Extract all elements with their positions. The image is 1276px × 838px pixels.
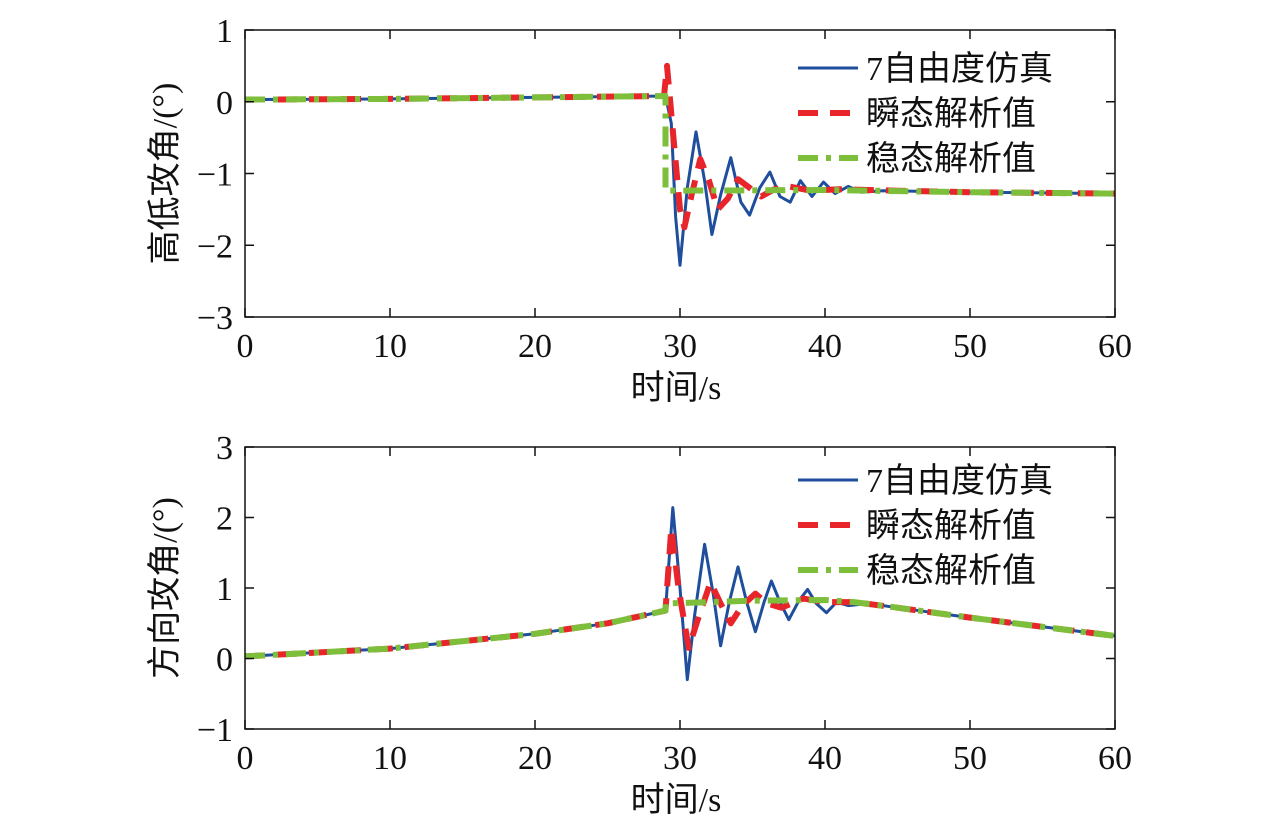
- series-line-3: [245, 597, 1115, 660]
- legend-label: 稳态解析值: [866, 552, 1036, 590]
- legend-label: 瞬态解析值: [866, 507, 1036, 545]
- y-tick-label: 0: [216, 85, 233, 122]
- y-axis-label: 方向攻角/(°): [146, 497, 184, 679]
- x-tick-label: 0: [237, 328, 254, 365]
- x-axis-label: 时间/s: [631, 370, 722, 407]
- y-tick-label: −1: [197, 157, 233, 194]
- legend-label: 7自由度仿真: [866, 462, 1053, 500]
- x-tick-label: 10: [373, 328, 407, 365]
- x-tick-label: 20: [518, 328, 552, 365]
- series-line-1: [245, 506, 1115, 682]
- legend-label: 瞬态解析值: [866, 95, 1036, 133]
- x-axis-label: 时间/s: [631, 782, 722, 819]
- x-tick-label: 50: [953, 740, 987, 777]
- chart-panel-2: 0 10 20 30 40 50 603210−1时间/s方向攻角/(°)7自由度仿真瞬态解…: [146, 430, 1132, 819]
- x-tick-label: 50: [953, 328, 987, 365]
- y-tick-label: −1: [197, 712, 233, 749]
- y-axis-label: 高低攻角/(°): [146, 83, 184, 265]
- series-line-3: [245, 93, 1115, 197]
- x-tick-label: 30: [663, 328, 697, 365]
- x-tick-label: 30: [663, 740, 697, 777]
- series-group: [245, 506, 1115, 682]
- x-tick-label: 60: [1098, 328, 1132, 365]
- y-tick-label: 3: [216, 430, 233, 467]
- x-tick-label: 20: [518, 740, 552, 777]
- series-group: [245, 62, 1115, 267]
- y-tick-label: −2: [197, 228, 233, 265]
- x-tick-label: 10: [373, 740, 407, 777]
- series-line-2: [245, 62, 1115, 231]
- x-tick-label: 0: [237, 740, 254, 777]
- x-tick-label: 40: [808, 740, 842, 777]
- y-tick-label: 0: [216, 642, 233, 679]
- legend-label: 稳态解析值: [866, 140, 1036, 178]
- legend-label: 7自由度仿真: [866, 50, 1053, 88]
- x-tick-label: 40: [808, 328, 842, 365]
- y-tick-label: 1: [216, 13, 233, 50]
- x-tick-label: 60: [1098, 740, 1132, 777]
- y-tick-label: −3: [197, 300, 233, 337]
- y-tick-label: 2: [216, 501, 233, 538]
- y-tick-label: 1: [216, 571, 233, 608]
- chart-panel-1: 0 10 20 30 40 50 6010−1−2−3时间/s高低攻角/(°)7自由度仿真瞬…: [146, 13, 1132, 407]
